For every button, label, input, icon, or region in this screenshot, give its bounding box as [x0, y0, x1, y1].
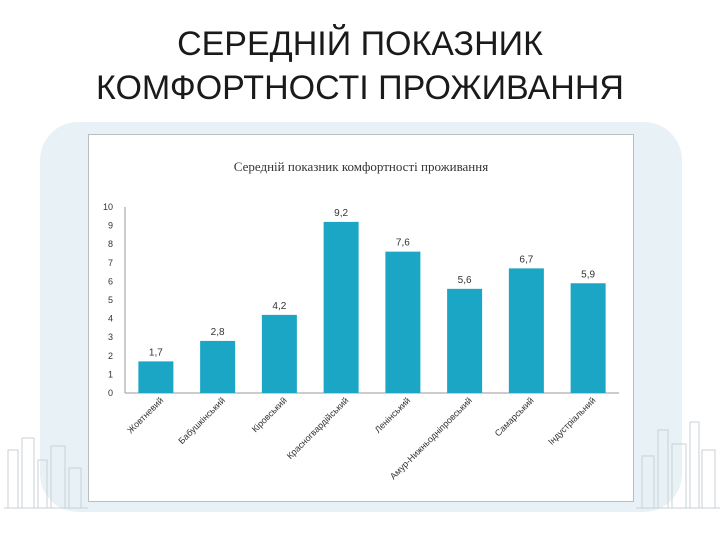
slide-title-line-2: КОМФОРТНОСТІ ПРОЖИВАННЯ: [96, 69, 624, 107]
y-tick-label: 7: [108, 258, 113, 268]
bar-value-label: 7,6: [396, 238, 410, 249]
x-category-label: Красногвардійський: [285, 395, 351, 461]
y-tick-label: 9: [108, 221, 113, 231]
chart-frame: Середній показник комфортності проживанн…: [88, 134, 634, 502]
bar-chart: Середній показник комфортності проживанн…: [103, 159, 619, 481]
y-tick-label: 1: [108, 369, 113, 379]
bar-value-label: 5,6: [458, 275, 472, 286]
bar: [385, 251, 421, 393]
y-tick-label: 2: [108, 351, 113, 361]
x-category-label: Бабушкінський: [176, 395, 227, 446]
x-category-label: Індустріальний: [546, 395, 597, 446]
x-category-label: Самарський: [493, 395, 536, 438]
bar: [508, 268, 544, 393]
chart-title: Середній показник комфортності проживанн…: [234, 159, 488, 174]
y-tick-label: 0: [108, 388, 113, 398]
x-category-label: Ленінський: [373, 395, 413, 435]
x-category-label: Кіровський: [250, 395, 289, 434]
bar-value-label: 5,9: [581, 269, 595, 280]
slide-title: СЕРЕДНІЙ ПОКАЗНИК КОМФОРТНОСТІ ПРОЖИВАНН…: [0, 22, 720, 110]
bar: [200, 340, 236, 393]
y-tick-label: 10: [103, 202, 113, 212]
y-tick-label: 6: [108, 276, 113, 286]
bar-value-label: 2,8: [211, 327, 225, 338]
x-category-label: Жовтневий: [125, 395, 165, 435]
bar: [138, 361, 174, 393]
slide-title-line-1: СЕРЕДНІЙ ПОКАЗНИК: [177, 25, 543, 63]
y-tick-label: 3: [108, 332, 113, 342]
y-tick-label: 8: [108, 239, 113, 249]
bar: [261, 314, 297, 393]
bar-value-label: 1,7: [149, 347, 163, 358]
bar-value-label: 4,2: [272, 301, 286, 312]
bar: [323, 221, 359, 393]
bar: [570, 283, 606, 393]
bar: [447, 288, 483, 393]
right-skyline-decoration: [636, 421, 720, 509]
y-tick-label: 4: [108, 314, 113, 324]
bar-value-label: 6,7: [519, 254, 533, 265]
bar-value-label: 9,2: [334, 208, 348, 219]
left-skyline-decoration: [4, 437, 88, 509]
y-tick-label: 5: [108, 295, 113, 305]
